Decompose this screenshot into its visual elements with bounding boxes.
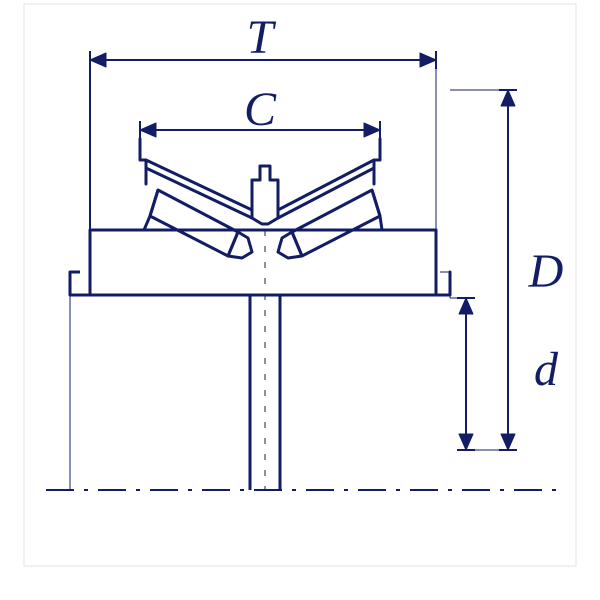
diagram-canvas xyxy=(0,0,600,600)
bearing-diagram: T C D d xyxy=(0,0,600,600)
dim-label-D: D xyxy=(529,248,564,296)
dim-label-C: C xyxy=(244,86,276,134)
dim-label-d: d xyxy=(534,346,558,394)
dim-label-T: T xyxy=(247,14,274,62)
